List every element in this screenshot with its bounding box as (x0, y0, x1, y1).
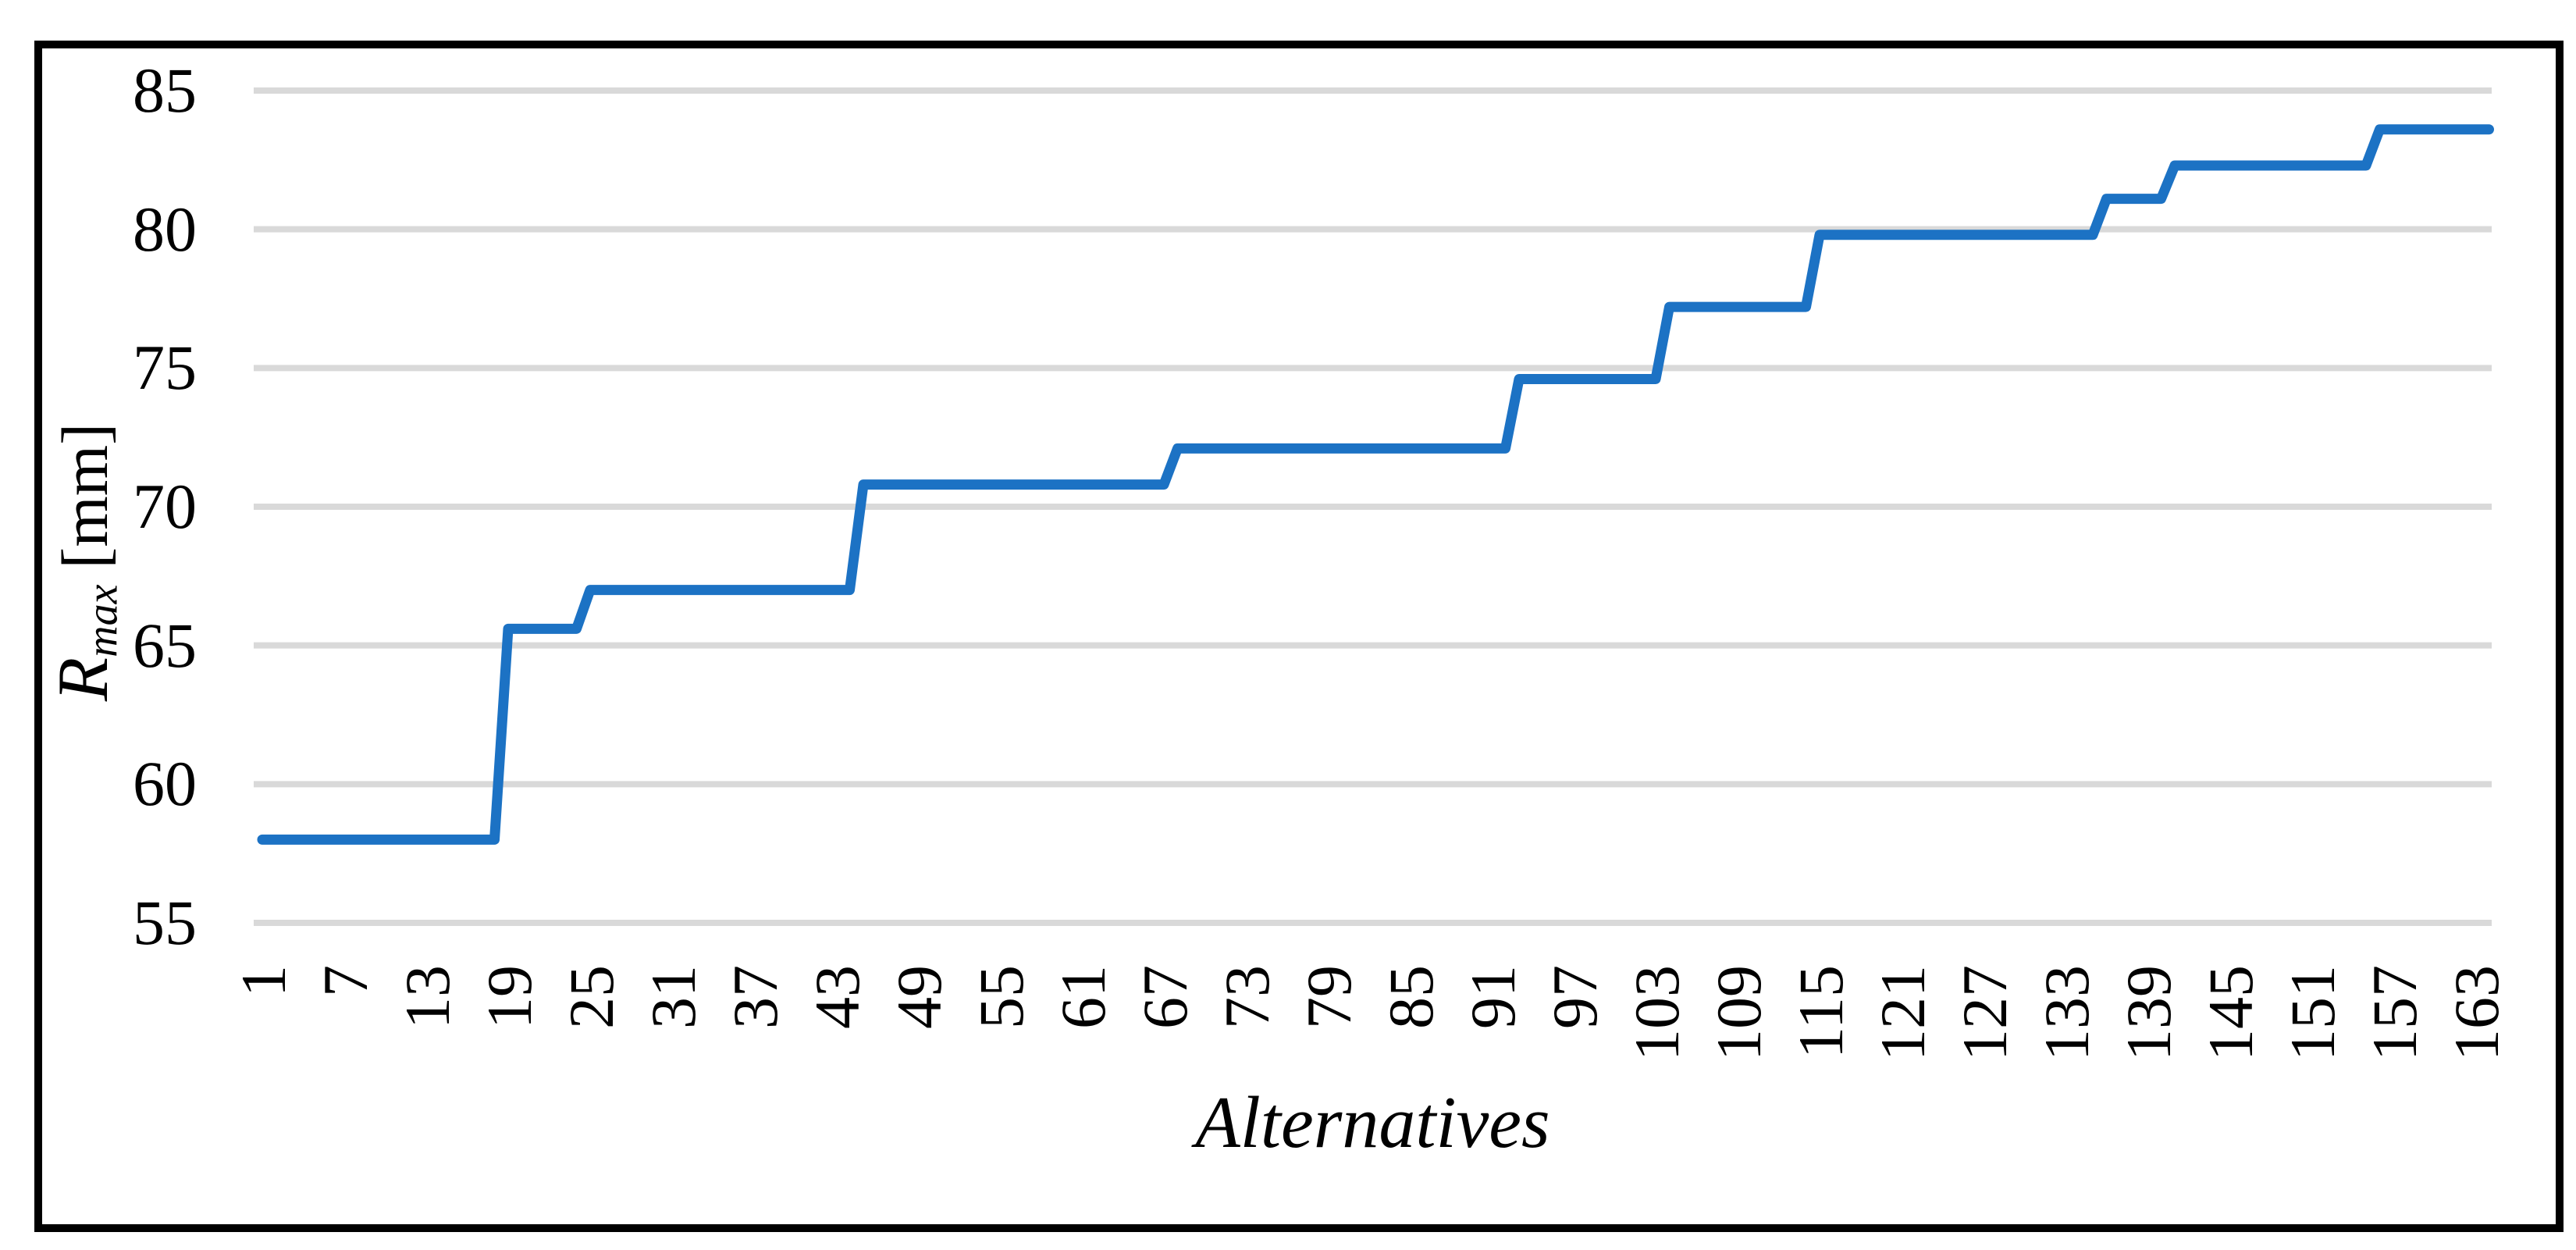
x-tick-label-109: 109 (1703, 965, 1774, 1061)
y-axis-title-subscript: max (78, 584, 127, 657)
x-tick-label-73: 73 (1212, 965, 1283, 1029)
y-axis-title-unit: [mm] (49, 422, 122, 569)
x-tick-label-97: 97 (1539, 965, 1610, 1029)
x-tick-label-7: 7 (310, 965, 381, 997)
y-tick-label-70: 70 (133, 471, 197, 542)
x-tick-label-25: 25 (556, 965, 627, 1029)
x-tick-label-85: 85 (1375, 965, 1446, 1029)
y-tick-label-75: 75 (133, 332, 197, 404)
x-tick-label-31: 31 (638, 965, 709, 1029)
x-tick-label-145: 145 (2195, 965, 2266, 1061)
x-tick-label-49: 49 (884, 965, 955, 1029)
y-tick-label-65: 65 (133, 609, 197, 681)
y-tick-label-80: 80 (133, 193, 197, 265)
x-tick-label-55: 55 (966, 965, 1037, 1029)
y-axis-title: Rmax [mm] (43, 422, 141, 702)
y-tick-label-85: 85 (133, 55, 197, 126)
x-tick-label-61: 61 (1048, 965, 1119, 1029)
x-tick-label-79: 79 (1293, 965, 1364, 1029)
figure-border (34, 41, 2564, 1232)
series-line-rmax (257, 124, 2494, 845)
x-tick-label-103: 103 (1621, 965, 1692, 1061)
x-tick-label-1: 1 (228, 965, 299, 997)
x-tick-label-91: 91 (1457, 965, 1528, 1029)
x-tick-label-121: 121 (1867, 965, 1938, 1061)
x-tick-label-115: 115 (1785, 965, 1856, 1059)
x-tick-label-13: 13 (392, 965, 463, 1029)
y-tick-label-60: 60 (133, 748, 197, 820)
x-tick-label-151: 151 (2277, 965, 2348, 1061)
x-tick-label-157: 157 (2359, 965, 2430, 1061)
y-tick-label-55: 55 (133, 887, 197, 958)
x-tick-label-139: 139 (2113, 965, 2184, 1061)
x-tick-label-127: 127 (1949, 965, 2020, 1061)
x-tick-label-67: 67 (1130, 965, 1201, 1029)
x-tick-label-163: 163 (2441, 965, 2512, 1061)
x-axis-title: Alternatives (1195, 1082, 1550, 1163)
x-tick-label-19: 19 (474, 965, 545, 1029)
y-axis-title-symbol: R (43, 657, 123, 702)
x-tick-label-133: 133 (2031, 965, 2102, 1061)
x-tick-label-37: 37 (720, 965, 791, 1029)
x-tick-label-43: 43 (802, 965, 873, 1029)
